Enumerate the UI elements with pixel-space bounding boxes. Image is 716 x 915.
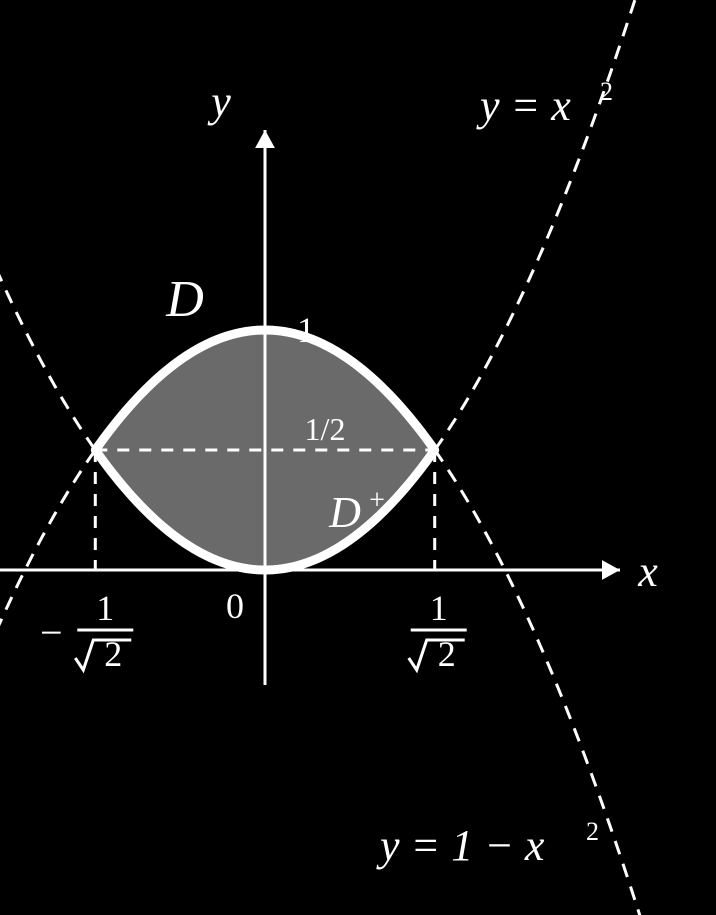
label-one: 1 xyxy=(297,310,315,350)
label-half: 1/2 xyxy=(305,411,346,447)
svg-text:2: 2 xyxy=(600,77,613,106)
svg-text:y = x: y = x xyxy=(476,81,571,130)
svg-text:D: D xyxy=(328,488,361,537)
svg-text:y = 1 − x: y = 1 − x xyxy=(376,821,545,870)
svg-text:1: 1 xyxy=(96,588,114,628)
svg-text:1: 1 xyxy=(430,588,448,628)
svg-text:2: 2 xyxy=(586,817,599,846)
svg-text:−: − xyxy=(40,610,63,655)
label-x: x xyxy=(637,547,658,596)
label-D: D xyxy=(165,271,204,328)
svg-text:+: + xyxy=(369,485,385,516)
label-y: y xyxy=(207,77,231,126)
label-origin: 0 xyxy=(226,586,244,626)
